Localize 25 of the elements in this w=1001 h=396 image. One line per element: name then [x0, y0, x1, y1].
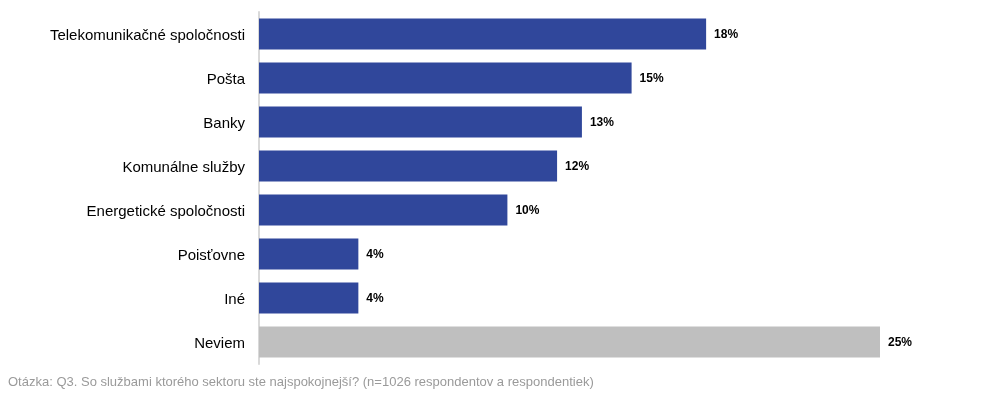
y-tick-label: Telekomunikačné spoločnosti — [49, 25, 245, 43]
y-tick-label: Neviem — [194, 333, 245, 351]
data-label: 12% — [565, 159, 590, 173]
data-label: 25% — [888, 335, 913, 349]
bar — [259, 326, 880, 358]
y-tick-label: Pošta — [206, 69, 246, 87]
data-label: 13% — [589, 115, 615, 129]
y-tick-label: Energetické spoločnosti — [86, 201, 245, 219]
y-tick-label: Banky — [203, 113, 246, 131]
y-tick-label: Iné — [224, 289, 245, 307]
data-label: 4% — [366, 247, 385, 261]
y-tick-label: Komunálne služby — [122, 157, 246, 175]
bar — [259, 106, 582, 138]
data-label: 4% — [366, 291, 385, 305]
data-label: 15% — [639, 71, 664, 85]
data-label: 18% — [714, 27, 739, 41]
data-label: 10% — [515, 203, 540, 217]
bar — [259, 194, 508, 226]
bar — [259, 150, 558, 182]
bar — [259, 238, 359, 270]
y-tick-label: Poisťovne — [177, 245, 245, 263]
bar — [259, 282, 359, 314]
bar — [259, 18, 707, 50]
text: Otázka: Q3. So službami ktorého sektoru ste najspokojnejší? (n=1026 respondentov a respondentiek) — [8, 374, 594, 389]
bar — [259, 62, 632, 94]
